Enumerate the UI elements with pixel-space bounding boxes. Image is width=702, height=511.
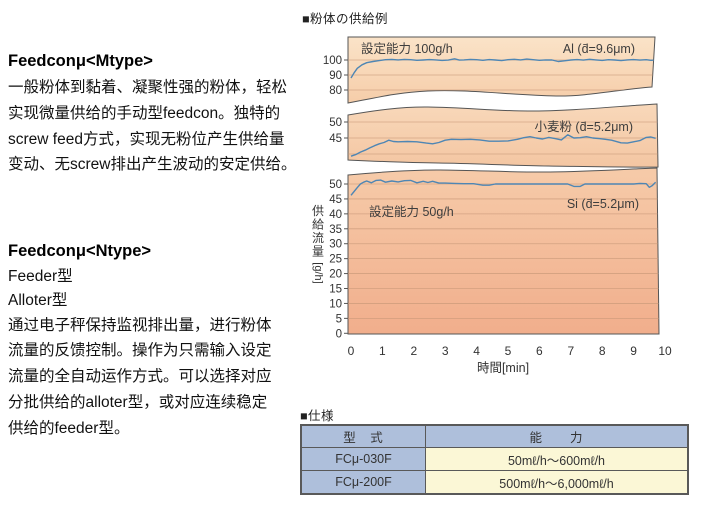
y-axis-unit: [g/h] <box>312 262 324 283</box>
spec-capacity-cell: 500mℓ/h～6,000mℓ/h <box>425 470 689 495</box>
ntype-models: Feeder型 Alloter型 <box>8 268 73 309</box>
y-tick-label: 15 <box>329 284 342 296</box>
spec-table-header-row: 型 式能 力 <box>300 424 689 448</box>
series-line-Al <box>350 58 655 79</box>
y-tick-label: 20 <box>329 269 342 281</box>
y-axis-title-char: 量 <box>312 245 324 259</box>
chart-panel-Al <box>347 36 656 104</box>
mtype-heading: Feedconμ<Mtype> <box>8 52 153 70</box>
set-capacity-annotation: 設定能力 50g/h <box>369 204 454 219</box>
x-tick-label: 10 <box>658 344 672 358</box>
powder-label-Si: Si (d̄=5.2μm) <box>567 197 639 211</box>
y-tick-label: 90 <box>329 70 342 82</box>
spec-section-title: ■仕様 <box>300 409 335 423</box>
y-tick-label: 35 <box>329 224 342 236</box>
chart-panel-小麦粉 <box>347 103 659 168</box>
y-tick-label: 50 <box>329 117 342 129</box>
ntype-section: Feedconμ<Ntype> Feeder型 Alloter型 通过电子秤保持… <box>8 240 304 442</box>
ntype-heading: Feedconμ<Ntype> <box>8 242 152 260</box>
x-tick-label: 2 <box>410 344 417 358</box>
chart-section-title: ■粉体の供給例 <box>302 12 389 26</box>
spec-table-row: FCμ-200F 500mℓ/h～6,000mℓ/h <box>300 470 689 495</box>
y-axis-title-char: 給 <box>312 218 324 232</box>
y-tick-label: 80 <box>329 85 342 97</box>
powder-label-小麦粉: 小麦粉 (d̄=5.2μm) <box>534 119 633 134</box>
x-tick-label: 7 <box>567 344 574 358</box>
y-axis-title-char: 供 <box>312 204 324 218</box>
series-line-小麦粉 <box>350 134 656 157</box>
x-tick-label: 3 <box>442 344 449 358</box>
spec-model-cell: FCμ-030F <box>300 447 426 471</box>
x-tick-label: 9 <box>630 344 637 358</box>
y-tick-label: 50 <box>329 179 342 191</box>
x-axis-title: 時間[min] <box>477 361 529 375</box>
spec-table-row: FCμ-030F 50mℓ/h～600mℓ/h <box>300 447 689 471</box>
x-tick-label: 1 <box>379 344 386 358</box>
x-tick-label: 6 <box>536 344 543 358</box>
set-capacity-annotation: 設定能力 100g/h <box>361 41 453 56</box>
mtype-description: 一般粉体到黏着、凝聚性强的粉体，轻松 实现微量供给的手动型feedcon。独特的… <box>8 79 297 174</box>
chart-panel-Si <box>347 167 660 335</box>
x-tick-label: 0 <box>348 344 355 358</box>
y-tick-label: 0 <box>336 328 342 340</box>
x-tick-label: 5 <box>505 344 512 358</box>
y-tick-label: 45 <box>329 194 342 206</box>
y-tick-label: 25 <box>329 254 342 266</box>
ntype-description: 通过电子秤保持监视排出量，进行粉体 流量的反馈控制。操作为只需输入设定 流量的全… <box>8 316 272 437</box>
y-tick-label: 45 <box>329 133 342 145</box>
powder-label-Al: Al (d̄=9.6μm) <box>563 42 635 56</box>
x-tick-label: 8 <box>599 344 606 358</box>
y-tick-label: 5 <box>336 313 342 325</box>
x-tick-label: 4 <box>473 344 480 358</box>
y-axis-title-char: 流 <box>312 231 324 245</box>
spec-capacity-cell: 50mℓ/h～600mℓ/h <box>425 447 689 471</box>
y-tick-label: 100 <box>323 55 342 67</box>
spec-table-column-header: 能 力 <box>425 424 689 448</box>
spec-model-cell: FCμ-200F <box>300 470 426 495</box>
y-tick-label: 10 <box>329 298 342 310</box>
spec-table: 型 式能 力 FCμ-030F 50mℓ/h～600mℓ/h FCμ-200F 500… <box>300 424 689 495</box>
mtype-section: Feedconμ<Mtype> 一般粉体到黏着、凝聚性强的粉体，轻松 实现微量供… <box>8 50 304 178</box>
series-line-Si <box>350 179 657 196</box>
y-tick-label: 40 <box>329 209 342 221</box>
y-tick-label: 30 <box>329 239 342 251</box>
spec-table-column-header: 型 式 <box>300 424 426 448</box>
